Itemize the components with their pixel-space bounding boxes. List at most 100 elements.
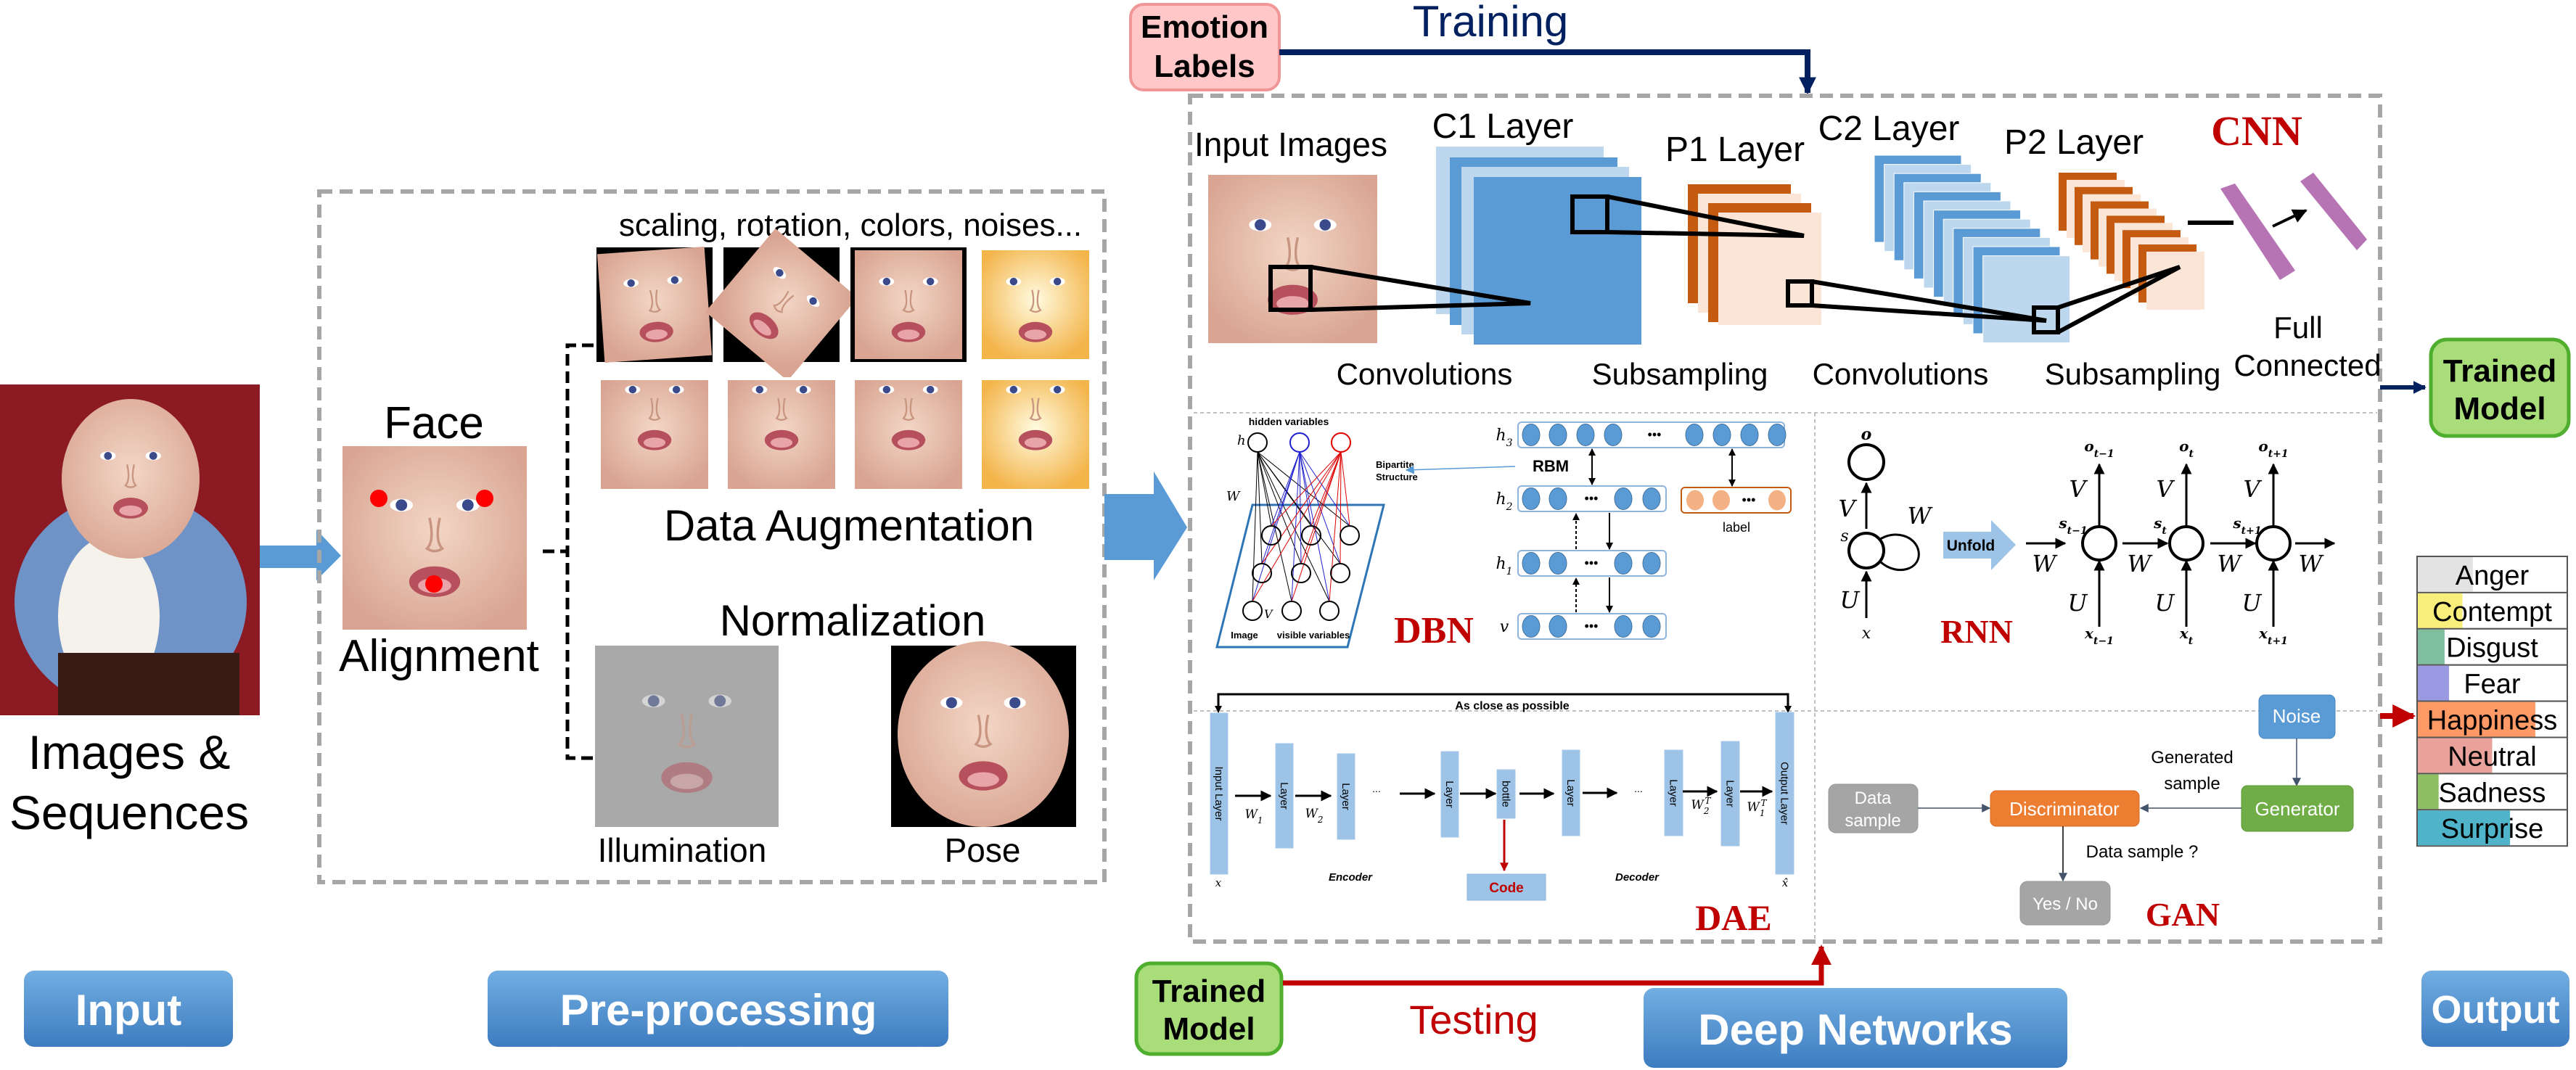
rnn-state-node [1847,532,1885,569]
dbn-connection [1299,451,1350,527]
augmented-face-3 [850,247,967,362]
rnn-w-step-label: W [2299,550,2325,577]
input-to-preprocessing-arrow [260,530,341,580]
dbn-label-unit [1686,490,1704,511]
dbn-connection [1271,451,1342,527]
testing-label: Testing [1409,997,1538,1042]
gan-data-sample-line1: Data [1855,789,1892,808]
dbn-layer-label: h1 [1496,555,1512,577]
cnn-full-line1: Full [2273,310,2323,345]
stage-deep-networks-button[interactable]: Deep Networks [1644,988,2067,1068]
normalization-label: Normalization [720,596,986,645]
emotion-labels-line1: Emotion [1141,9,1268,45]
cnn-c2-label: C2 Layer [1818,110,1960,148]
dbn-visible-node [1319,601,1340,621]
emotion-score-bar [2418,701,2535,737]
emotion-score-bar [2418,774,2439,810]
rnn-x-label: x [1862,625,1871,643]
rnn-step-node [2081,525,2117,561]
cnn-full-line2: Connected [2234,348,2381,382]
dbn-connection [1329,451,1342,602]
dbn-visible-node [1281,601,1302,621]
dbn-hidden-node [1331,432,1351,453]
dbn-unit [1740,424,1759,446]
cnn-input-image [1208,175,1377,343]
landmark-left-eye [370,490,387,507]
cnn-receptive-fields [1268,194,2181,334]
gan-generated-line1: Generated [2151,748,2233,767]
dbn-label-caption: label [1723,520,1750,535]
dbn-layer-stack: ••• h3 ••• h2 ••• h1 ••• v ••• [1496,421,1792,640]
gan-noise-label: Noise [2273,705,2321,727]
gan-discriminator-label: Discriminator [2009,798,2120,820]
stage-input-button[interactable]: Input [24,971,233,1047]
emotion-row-anger: Anger [2416,556,2568,593]
rnn-step-x-label: xt+1 [2258,625,2288,647]
rnn-step-v-label: V [2069,475,2088,503]
dbn-connection [1261,451,1342,564]
face-label: Face [384,398,484,448]
input-caption-line2: Sequences [9,786,249,839]
emotion-label: Disgust [2446,633,2538,664]
dbn-hidden-node [1289,432,1310,453]
cnn-input-images-label: Input Images [1194,125,1387,163]
trained-model-line2: Model [2453,391,2546,427]
cnn-p2-label: P2 Layer [2004,123,2144,162]
augmentation-ops-label: scaling, rotation, colors, noises... [619,207,1082,243]
augmented-images-grid [596,228,1094,492]
emotion-label: Happiness [2427,706,2558,736]
rnn-step-o-label: ot+1 [2258,437,2288,460]
dbn-rbm-label: RBM [1533,457,1569,475]
rnn-output-node [1847,443,1885,481]
dbn-visible-node [1252,563,1272,583]
stage-output-button[interactable]: Output [2421,971,2569,1047]
rnn-s-label: s [1840,527,1848,546]
dae-decoder-layer: Layer [1562,749,1580,836]
rnn-diagram: o V s W U x Unfold RNN W W W W V Uot−1 st−1 xt−… [1838,425,2336,650]
stage-preprocessing-button[interactable]: Pre-processing [488,971,948,1047]
emotion-label: Neutral [2448,741,2537,772]
dae-encoder-layer-label: Layer [1340,783,1352,810]
dae-ellipsis: ... [1372,783,1381,794]
rnn-v-label: V [1838,495,1857,522]
testing-trained-model-line1: Trained [1152,974,1266,1009]
dbn-ellipsis: ••• [1585,491,1599,506]
illumination-label: Illumination [598,831,767,869]
cnn-p1-label: P1 Layer [1665,131,1805,169]
emotion-label: Surprise [2441,814,2544,844]
dbn-hidden-variables-label: hidden variables [1249,416,1329,427]
dae-encoder-label: Encoder [1329,871,1373,884]
dae-ellipsis: ... [1634,783,1643,794]
dbn-unit [1768,424,1787,446]
dbn-image-label: Image [1231,630,1258,641]
dbn-w-label: W [1226,489,1241,504]
data-augmentation-label: Data Augmentation [664,501,1034,550]
emotion-row-disgust: Disgust [2416,627,2568,666]
dbn-bipartite-line2: Structure [1376,472,1418,482]
dbn-ellipsis: ••• [1585,619,1599,633]
rnn-w-step-label: W [2218,550,2244,577]
dbn-connection [1257,451,1350,527]
dbn-connection [1257,451,1341,564]
dbn-h-label: h [1237,433,1246,448]
emotion-labels-box: Emotion Labels [1129,3,1281,91]
stage-deep-networks-label: Deep Networks [1698,1005,2012,1054]
dae-weight-label: W2T [1691,796,1711,816]
cnn-op-subsampling-1: Subsampling [1592,357,1768,391]
emotion-label: Anger [2456,561,2530,591]
dae-layers: Input Layer Layer Layer Layer bottle Layer Lay… [1210,712,1794,875]
dae-output-layer-label: Output Layer [1779,762,1791,825]
emotion-score-bar [2418,593,2463,628]
dbn-unit [1549,552,1567,575]
dbn-unit [1522,615,1541,638]
landmark-right-eye [476,490,493,507]
dae-weight-label: W1T [1747,798,1767,818]
dae-decoder-layer-label: Layer [1668,779,1680,807]
emotion-label: Contempt [2432,597,2552,627]
emotion-label: Sadness [2439,778,2546,808]
cnn-op-convolutions-2: Convolutions [1813,357,1989,391]
rnn-w-step-label: W [2128,550,2154,577]
dbn-visible-plane [1215,503,1385,649]
gan-yes-no-box [2019,881,2111,926]
